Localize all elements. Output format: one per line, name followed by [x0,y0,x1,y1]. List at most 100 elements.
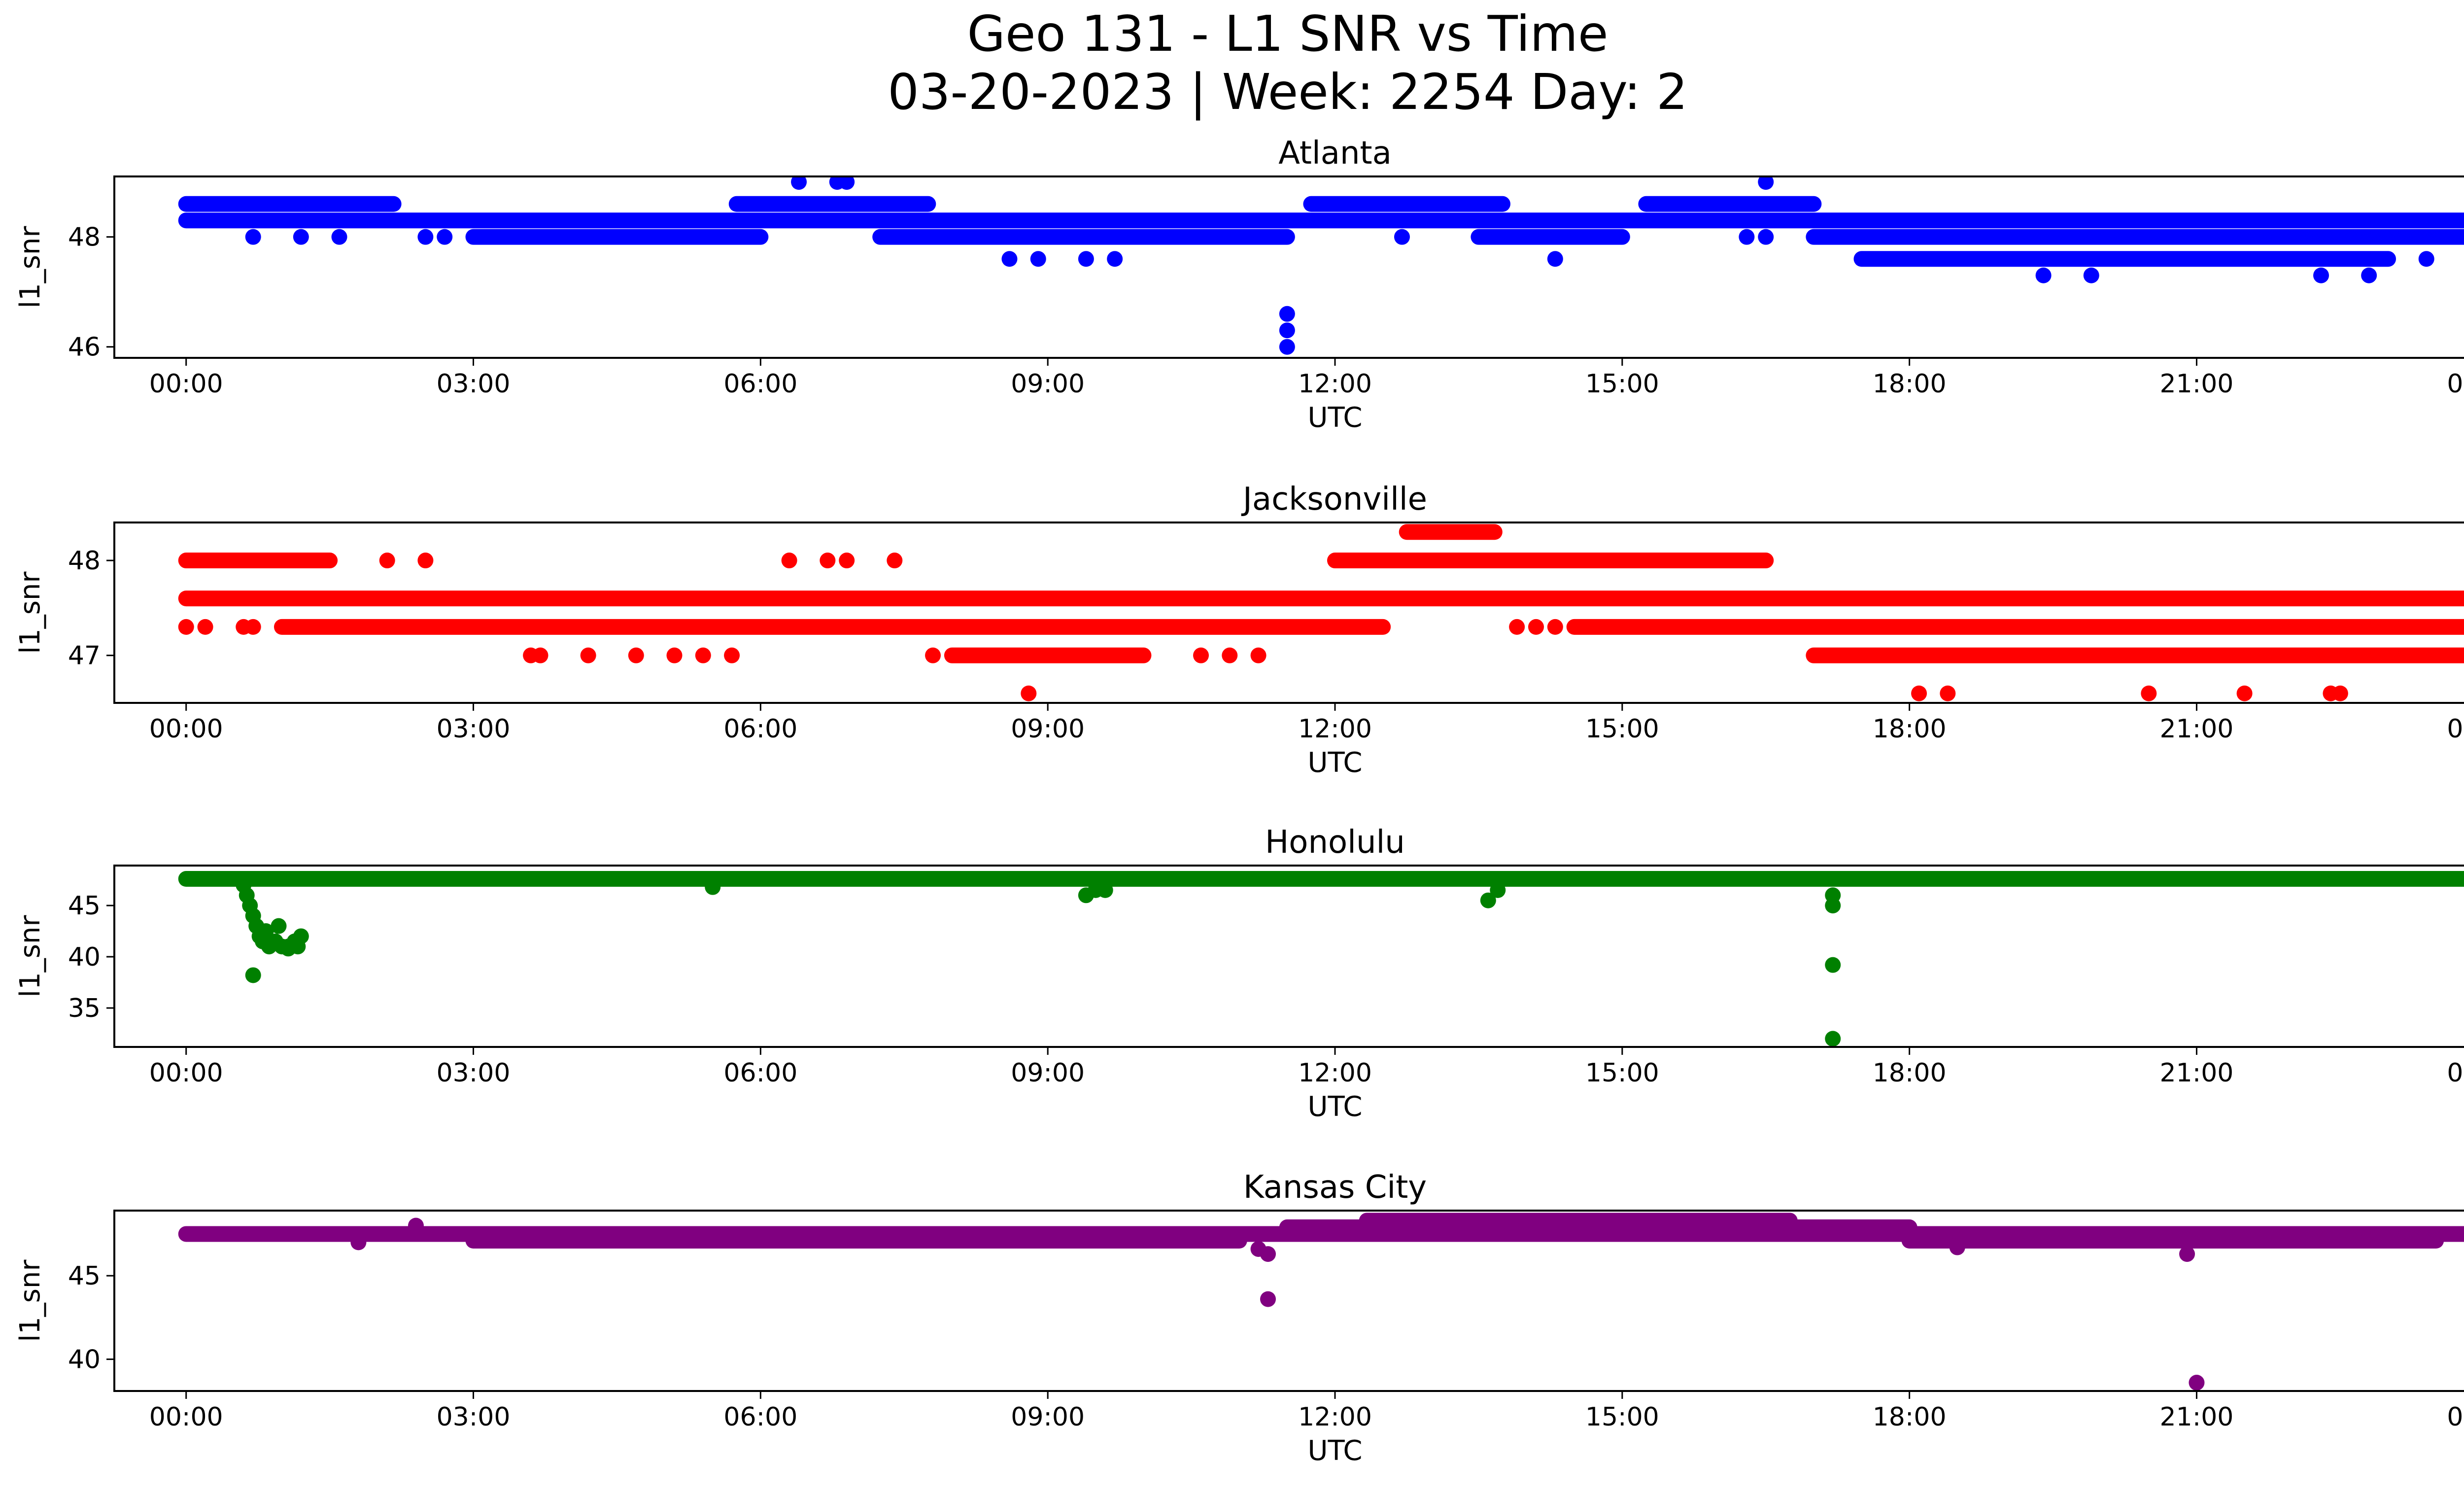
data-point [1490,882,1506,898]
y-tick-label: 45 [68,891,101,921]
x-axis-label: UTC [1307,402,1362,434]
x-tick-label: 15:00 [1585,1058,1659,1088]
x-tick-label: 00:00 [149,714,223,744]
data-point [178,619,194,635]
data-point [1528,619,1544,635]
x-tick-label: 15:00 [1585,1402,1659,1432]
data-point [1001,251,1018,267]
data-point [2035,267,2052,283]
data-point [580,647,596,663]
panel-kansas-city: Kansas City 00:00 03:00 06:00 09:00 12:00 15:0… [14,1169,2464,1467]
y-axis-label: l1_snr [14,571,46,654]
y-tick-label: 47 [68,641,101,671]
data-point [2313,267,2329,283]
y-tick-label: 35 [68,994,101,1023]
data-point [417,553,434,569]
data-point [2083,267,2099,283]
panel-title: Atlanta [1278,135,1392,172]
x-tick-label: 00:00 [2447,1402,2464,1432]
plot-frame [113,865,2464,1048]
data-point [1279,322,1295,339]
data-points [178,176,2464,355]
data-point [1940,685,1956,701]
data-point [245,619,261,635]
x-tick-label: 21:00 [2160,1402,2234,1432]
panel-title: Kansas City [1243,1169,1427,1206]
x-tick-label: 06:00 [723,1058,797,1088]
data-point [791,176,807,190]
panel-title: Jacksonville [1241,481,1427,518]
data-points [178,524,2464,701]
data-point [408,1217,424,1234]
data-point [820,553,836,569]
x-tick-label: 09:00 [1011,1058,1085,1088]
data-point [1509,619,1525,635]
x-tick-label: 18:00 [1873,1402,1947,1432]
x-tick-label: 09:00 [1011,1402,1085,1432]
data-point [2361,267,2377,283]
x-tick-label: 03:00 [437,714,511,744]
y-tick-label: 48 [68,223,101,252]
data-points [178,1213,2464,1391]
data-point [1279,306,1295,322]
data-point [925,647,941,663]
y-axis-label: l1_snr [14,915,46,998]
y-tick-label: 40 [68,942,101,972]
data-point [1547,251,1563,267]
data-point [1394,229,1410,245]
data-point [1911,685,1927,701]
data-point [2332,685,2348,701]
data-points [178,871,2464,1047]
data-point [1758,176,1774,190]
x-tick-label: 00:00 [149,1402,223,1432]
data-point [1097,882,1113,898]
data-point [1739,229,1755,245]
x-axis-label: UTC [1307,1091,1362,1123]
x-axis-label: UTC [1307,747,1362,779]
x-tick-label: 00:00 [2447,1058,2464,1088]
x-tick-label: 15:00 [1585,714,1659,744]
data-point [1260,1246,1276,1262]
data-point [1250,647,1266,663]
data-point [437,229,453,245]
data-point [1547,619,1563,635]
x-tick-label: 00:00 [149,369,223,399]
data-point [695,647,711,663]
data-point [705,879,721,895]
x-tick-label: 06:00 [723,714,797,744]
y-tick-label: 45 [68,1261,101,1291]
x-tick-label: 00:00 [2447,714,2464,744]
data-point [197,619,213,635]
data-point [1825,957,1841,973]
data-point [839,176,855,190]
data-point [245,229,261,245]
x-tick-label: 12:00 [1298,714,1372,744]
x-tick-label: 09:00 [1011,369,1085,399]
x-tick-label: 06:00 [723,369,797,399]
panel-atlanta: Atlanta 00:00 03:00 06:00 09:00 12:00 15:00 18:… [14,135,2464,434]
x-tick-label: 12:00 [1298,369,1372,399]
data-point [258,923,274,939]
y-tick-label: 40 [68,1345,101,1375]
x-tick-label: 00:00 [149,1058,223,1088]
figure-title-line1: Geo 131 - L1 SNR vs Time [967,5,1608,63]
x-tick-label: 03:00 [437,369,511,399]
data-point [417,229,434,245]
x-tick-label: 18:00 [1873,714,1947,744]
y-tick-label: 46 [68,333,101,362]
data-point [628,647,644,663]
x-tick-label: 03:00 [437,1058,511,1088]
x-tick-label: 00:00 [2447,369,2464,399]
data-point [2418,251,2434,267]
x-tick-label: 12:00 [1298,1058,1372,1088]
panel-honolulu: Honolulu 00:00 03:00 06:00 09:00 12:00 15:00 18… [14,824,2464,1123]
x-tick-label: 03:00 [437,1402,511,1432]
panel-title: Honolulu [1265,824,1405,861]
data-point [1222,647,1238,663]
panel-jacksonville: Jacksonville 00:00 03:00 06:00 09:00 12:00 15:… [14,481,2464,779]
y-axis-label: l1_snr [14,1259,46,1342]
data-point [724,647,740,663]
x-tick-label: 06:00 [723,1402,797,1432]
data-point [1949,1239,1965,1255]
